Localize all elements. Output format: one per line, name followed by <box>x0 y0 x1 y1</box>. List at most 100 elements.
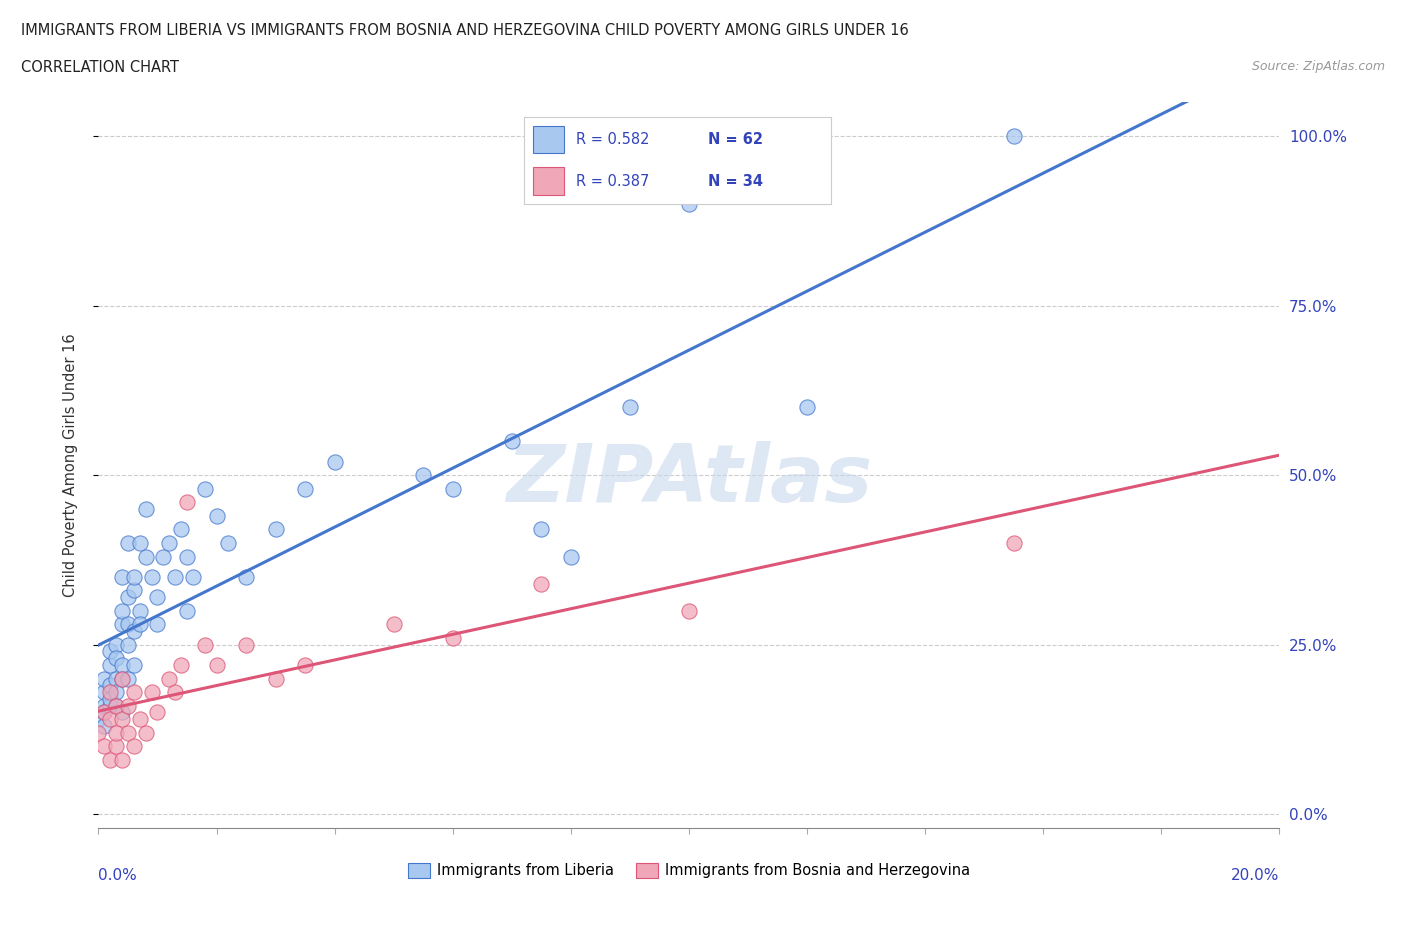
Point <box>111 711 134 726</box>
Point <box>93 719 115 734</box>
Legend: Immigrants from Liberia, Immigrants from Bosnia and Herzegovina: Immigrants from Liberia, Immigrants from… <box>408 863 970 879</box>
Point <box>111 658 134 672</box>
Point <box>93 705 115 720</box>
Point <box>1002 536 1025 551</box>
Point <box>98 711 121 726</box>
Point <box>294 658 316 672</box>
Point <box>205 509 228 524</box>
Point <box>412 468 434 483</box>
Point <box>105 739 128 754</box>
Point <box>122 658 145 672</box>
Point <box>235 569 257 584</box>
Point <box>382 617 405 631</box>
Point <box>264 522 287 537</box>
Point <box>105 637 128 652</box>
Point <box>117 671 139 686</box>
Point <box>678 604 700 618</box>
Point <box>87 725 110 740</box>
Text: CORRELATION CHART: CORRELATION CHART <box>21 60 179 75</box>
Point <box>117 637 139 652</box>
Point <box>1002 128 1025 143</box>
Text: ZIPAtlas: ZIPAtlas <box>506 441 872 519</box>
Point <box>441 482 464 497</box>
Point <box>176 604 198 618</box>
Point <box>105 698 128 713</box>
Point <box>111 752 134 767</box>
Point <box>170 658 193 672</box>
Point <box>98 644 121 658</box>
Point <box>560 549 582 564</box>
Point <box>98 658 121 672</box>
Point <box>98 684 121 699</box>
Point <box>501 433 523 448</box>
Point <box>111 705 134 720</box>
Point <box>105 684 128 699</box>
Point <box>176 495 198 510</box>
Point <box>93 739 115 754</box>
Point <box>128 604 150 618</box>
Point <box>441 631 464 645</box>
Point <box>122 569 145 584</box>
Point <box>111 617 134 631</box>
Point <box>105 671 128 686</box>
Point <box>122 684 145 699</box>
Point <box>235 637 257 652</box>
Point <box>264 671 287 686</box>
Point <box>111 569 134 584</box>
Point <box>146 705 169 720</box>
Point <box>323 454 346 469</box>
Point <box>294 482 316 497</box>
Point <box>87 711 110 726</box>
Point <box>98 678 121 693</box>
Point <box>135 501 157 516</box>
Point <box>146 590 169 604</box>
Point <box>122 624 145 639</box>
Point <box>157 671 180 686</box>
Point <box>117 617 139 631</box>
Point <box>117 536 139 551</box>
Point <box>194 482 217 497</box>
Point <box>157 536 180 551</box>
Point <box>678 196 700 211</box>
Point <box>141 569 163 584</box>
Point <box>146 617 169 631</box>
Point <box>93 698 115 713</box>
Point <box>98 691 121 706</box>
Point <box>111 671 134 686</box>
Point <box>105 651 128 666</box>
Text: 20.0%: 20.0% <box>1232 868 1279 883</box>
Point <box>141 684 163 699</box>
Text: 0.0%: 0.0% <box>98 868 138 883</box>
Point <box>117 590 139 604</box>
Point <box>93 684 115 699</box>
Point <box>135 549 157 564</box>
Point <box>165 569 187 584</box>
Point <box>170 522 193 537</box>
Point <box>165 684 187 699</box>
Point <box>181 569 204 584</box>
Y-axis label: Child Poverty Among Girls Under 16: Child Poverty Among Girls Under 16 <box>63 333 77 597</box>
Point <box>128 536 150 551</box>
Point <box>128 617 150 631</box>
Point <box>117 698 139 713</box>
Point <box>217 536 239 551</box>
Point <box>135 725 157 740</box>
Point <box>530 522 553 537</box>
Point <box>105 725 128 740</box>
Point <box>117 725 139 740</box>
Point <box>111 671 134 686</box>
Point <box>194 637 217 652</box>
Point <box>122 583 145 598</box>
Point <box>93 671 115 686</box>
Point <box>530 577 553 591</box>
Point <box>105 698 128 713</box>
Text: IMMIGRANTS FROM LIBERIA VS IMMIGRANTS FROM BOSNIA AND HERZEGOVINA CHILD POVERTY : IMMIGRANTS FROM LIBERIA VS IMMIGRANTS FR… <box>21 23 908 38</box>
Point <box>111 604 134 618</box>
Point <box>93 705 115 720</box>
Point <box>122 739 145 754</box>
Point <box>98 698 121 713</box>
Text: Source: ZipAtlas.com: Source: ZipAtlas.com <box>1251 60 1385 73</box>
Point <box>128 711 150 726</box>
Point <box>176 549 198 564</box>
Point <box>152 549 174 564</box>
